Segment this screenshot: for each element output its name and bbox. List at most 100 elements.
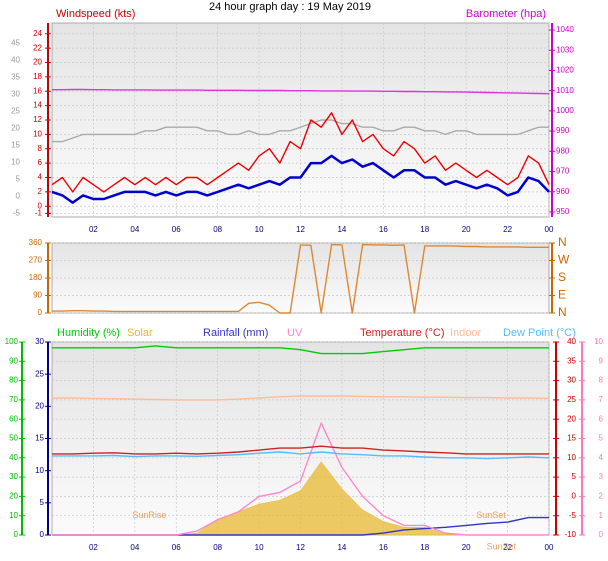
tick-label: 1020 <box>556 66 574 75</box>
x-tick-label: 00 <box>545 225 554 234</box>
tick-label: 45 <box>11 39 20 48</box>
x-tick-label: 04 <box>130 225 139 234</box>
tick-label: 15 <box>11 141 20 150</box>
tick-label: 950 <box>556 207 570 216</box>
page-title: 24 hour graph day : 19 May 2019 <box>209 1 371 13</box>
tick-label: 10 <box>35 466 44 475</box>
tick-label: 180 <box>29 273 43 282</box>
tick-label: 30 <box>35 337 44 346</box>
x-tick-label: 22 <box>503 543 512 552</box>
series-line <box>52 345 549 355</box>
x-tick-label: 08 <box>213 225 222 234</box>
tick-label: 360 <box>29 238 43 247</box>
tick-label: 8 <box>38 144 43 153</box>
series-line <box>52 445 549 455</box>
tick-label: S <box>558 270 566 284</box>
series-line <box>52 243 549 314</box>
legend-entry: Rainfall (mm) <box>203 327 268 339</box>
legend-entry: Dew Point (°C) <box>503 327 576 339</box>
tick-label: 270 <box>29 256 43 265</box>
legend-entry: Temperature (°C) <box>360 327 444 339</box>
x-tick-label: 04 <box>130 543 139 552</box>
series-line <box>51 154 550 204</box>
tick-label: 30 <box>567 376 576 385</box>
tick-label: 5 <box>599 434 604 443</box>
tick-label: 15 <box>567 434 576 443</box>
tick-label: 5 <box>572 472 577 481</box>
tick-label: 6 <box>599 414 604 423</box>
tick-label: 100 <box>5 337 19 346</box>
x-tick-label: 18 <box>420 225 429 234</box>
tick-label: 1 <box>599 511 604 520</box>
series-line <box>51 112 550 193</box>
tick-label: 20 <box>33 58 42 67</box>
tick-label: 1000 <box>556 106 574 115</box>
tick-label: 22 <box>33 43 42 52</box>
tick-label: 6 <box>38 158 43 167</box>
tick-label: E <box>558 288 566 302</box>
series-line <box>52 119 549 143</box>
tick-label: 20 <box>567 414 576 423</box>
series-line <box>52 451 550 460</box>
tick-label: 2 <box>38 187 43 196</box>
x-tick-label: 00 <box>545 543 554 552</box>
tick-label: -5 <box>569 511 577 520</box>
legend-entry: Solar <box>127 327 153 339</box>
tick-label: 80 <box>9 376 18 385</box>
tick-label: -10 <box>564 530 576 539</box>
tick-label: 14 <box>33 101 42 110</box>
tick-label: 90 <box>33 291 42 300</box>
series-line <box>52 422 549 536</box>
tick-label: 25 <box>35 369 44 378</box>
legend-entry: Indoor <box>450 327 482 339</box>
x-tick-label: 14 <box>337 225 346 234</box>
axis-label: Barometer (hpa) <box>466 8 546 20</box>
tick-label: 1030 <box>556 45 574 54</box>
tick-label: 1040 <box>556 25 574 34</box>
tick-label: -1 <box>35 209 43 218</box>
tick-label: 24 <box>33 29 42 38</box>
tick-label: 10 <box>594 337 603 346</box>
x-tick-label: 02 <box>89 225 98 234</box>
tick-label: 10 <box>33 129 42 138</box>
tick-label: 0 <box>38 308 43 317</box>
tick-label: 0 <box>572 492 577 501</box>
tick-label: N <box>558 305 567 319</box>
tick-label: -5 <box>13 209 21 218</box>
tick-label: 4 <box>38 173 43 182</box>
x-tick-label: 08 <box>213 543 222 552</box>
x-tick-label: 20 <box>462 225 471 234</box>
tick-label: 16 <box>33 86 42 95</box>
tick-label: 1010 <box>556 86 574 95</box>
x-tick-label: 12 <box>296 543 305 552</box>
x-tick-label: 06 <box>172 543 181 552</box>
x-tick-label: 10 <box>255 225 264 234</box>
tick-label: 35 <box>11 73 20 82</box>
tick-label: 2 <box>599 492 604 501</box>
tick-label: 10 <box>9 511 18 520</box>
tick-label: 12 <box>33 115 42 124</box>
annotation: SunSet <box>487 542 517 552</box>
tick-label: 25 <box>567 395 576 404</box>
tick-label: 70 <box>9 395 18 404</box>
tick-label: 990 <box>556 126 570 135</box>
tick-label: 7 <box>599 395 604 404</box>
x-tick-label: 12 <box>296 225 305 234</box>
tick-label: 20 <box>9 492 18 501</box>
tick-label: 5 <box>16 175 21 184</box>
annotation: SunSet <box>476 510 506 520</box>
x-tick-label: 10 <box>255 543 264 552</box>
x-tick-label: 22 <box>503 225 512 234</box>
x-tick-label: 14 <box>337 543 346 552</box>
x-tick-label: 20 <box>462 543 471 552</box>
series-line <box>52 395 550 401</box>
tick-label: 15 <box>35 434 44 443</box>
tick-label: 35 <box>567 356 576 365</box>
tick-label: 20 <box>35 401 44 410</box>
tick-label: 25 <box>11 107 20 116</box>
tick-label: 50 <box>9 434 18 443</box>
tick-label: 0 <box>14 530 19 539</box>
tick-label: N <box>558 235 567 249</box>
tick-label: 8 <box>599 376 604 385</box>
